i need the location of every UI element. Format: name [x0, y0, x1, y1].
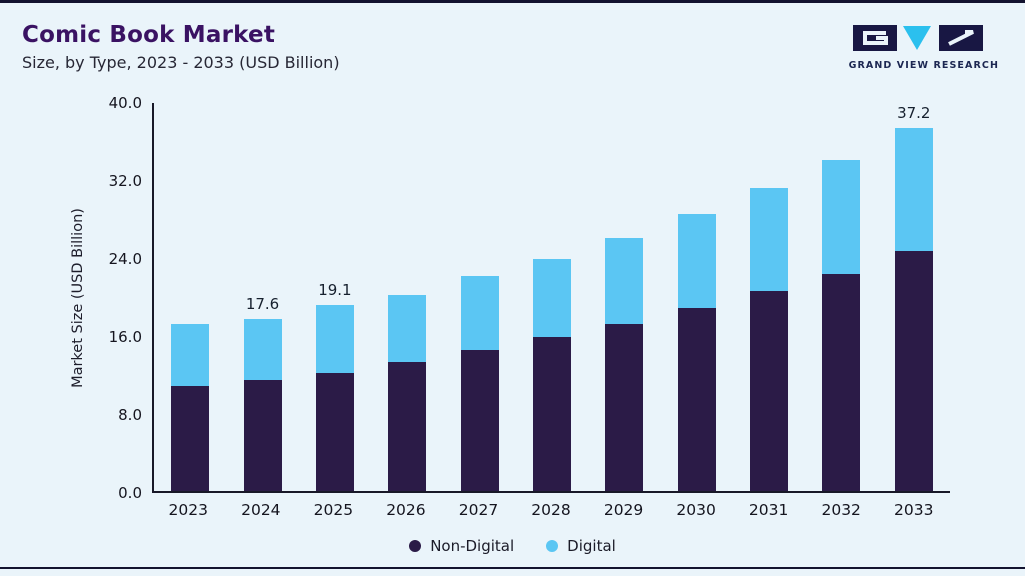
- digital-segment: [677, 214, 716, 308]
- chart-legend: Non-Digital Digital: [0, 537, 1025, 555]
- y-axis-ticks: 0.0 8.0 16.0 24.0 32.0 40.0: [0, 94, 142, 502]
- non-digital-segment: [532, 336, 571, 491]
- bar-group-2026: [371, 103, 443, 491]
- legend-item-non-digital: Non-Digital: [409, 537, 514, 555]
- digital-segment: [894, 128, 933, 252]
- x-tick-label: 2026: [386, 501, 426, 519]
- bar-group-2025: 19.1: [299, 103, 371, 491]
- bar-value-label: 17.6: [245, 295, 280, 314]
- digital-segment: [822, 159, 861, 274]
- x-tick-label: 2029: [603, 501, 644, 519]
- page-title: Comic Book Market: [22, 22, 276, 48]
- legend-dot-icon: [409, 540, 422, 552]
- bar-group-2023: [154, 103, 226, 491]
- bar-group-2027: [443, 103, 515, 491]
- stacked-bar: [460, 275, 499, 491]
- x-tick-label: 2032: [821, 501, 861, 519]
- y-tick-label: 8.0: [118, 406, 142, 424]
- digital-segment: [750, 187, 789, 292]
- non-digital-segment: [750, 291, 789, 491]
- non-digital-segment: [460, 349, 499, 491]
- legend-item-digital: Digital: [546, 537, 616, 555]
- stacked-bar: [605, 237, 644, 491]
- non-digital-segment: [605, 324, 644, 491]
- stacked-bar: [822, 159, 861, 491]
- digital-segment: [243, 319, 282, 380]
- x-axis-ticks: 2023 2024 2025 2026 2027 2028 2029 2030 2031 2032…: [152, 501, 950, 519]
- brand-logo: GRAND VIEW RESEARCH: [849, 24, 999, 71]
- chart-header: Comic Book Market Size, by Type, 2023 - …: [22, 22, 999, 72]
- stacked-bar: [894, 128, 933, 491]
- y-tick-label: 40.0: [108, 94, 142, 112]
- bar-group-2030: [661, 103, 733, 491]
- y-tick-label: 0.0: [118, 484, 142, 502]
- x-tick-label: 2025: [313, 501, 354, 519]
- x-tick-label: 2027: [458, 501, 499, 519]
- x-tick-label: 2030: [676, 501, 716, 519]
- digital-segment: [171, 324, 210, 386]
- non-digital-segment: [315, 373, 354, 491]
- digital-segment: [460, 275, 499, 350]
- bar-value-label: 19.1: [318, 280, 352, 299]
- x-tick-label: 2028: [531, 501, 571, 519]
- stacked-bar: [315, 304, 354, 491]
- x-tick-label: 2023: [168, 501, 208, 519]
- digital-segment: [532, 258, 571, 337]
- stacked-bar: [171, 324, 210, 491]
- title-block: Comic Book Market Size, by Type, 2023 - …: [22, 22, 340, 72]
- non-digital-segment: [243, 379, 282, 491]
- non-digital-segment: [677, 307, 716, 491]
- y-tick-label: 16.0: [108, 328, 142, 346]
- y-tick-label: 32.0: [108, 172, 142, 190]
- bar-group-2031: [733, 103, 805, 491]
- legend-dot-icon: [546, 540, 559, 552]
- non-digital-segment: [894, 251, 933, 491]
- grand-view-research-logo-icon: [852, 25, 983, 51]
- bar-group-2029: [588, 103, 660, 491]
- x-tick-label: 2024: [241, 501, 281, 519]
- digital-segment: [605, 237, 644, 325]
- stacked-bar: [532, 258, 571, 491]
- bar-group-2028: [516, 103, 588, 491]
- y-tick-label: 24.0: [108, 250, 142, 268]
- stacked-bar: [750, 187, 789, 491]
- page-subtitle: Size, by Type, 2023 - 2033 (USD Billion): [22, 53, 340, 72]
- stacked-bar: [677, 214, 716, 491]
- non-digital-segment: [822, 273, 861, 491]
- bottom-border-rule: [0, 567, 1025, 569]
- plot-area: 17.6 19.1 37.2: [152, 103, 950, 493]
- digital-segment: [315, 304, 354, 374]
- brand-logo-text: GRAND VIEW RESEARCH: [848, 60, 999, 71]
- x-tick-label: 2033: [894, 501, 934, 519]
- top-border-rule: [0, 0, 1025, 3]
- stacked-bar: [243, 319, 282, 491]
- bar-group-2033: 37.2: [878, 103, 950, 491]
- stacked-bar: [388, 295, 427, 491]
- bar-value-label: 37.2: [897, 104, 931, 123]
- legend-label: Digital: [567, 537, 616, 555]
- legend-label: Non-Digital: [430, 537, 515, 555]
- non-digital-segment: [171, 385, 210, 491]
- bar-group-2032: [805, 103, 877, 491]
- bar-group-2024: 17.6: [226, 103, 298, 491]
- digital-segment: [388, 295, 427, 363]
- non-digital-segment: [388, 362, 427, 491]
- x-tick-label: 2031: [748, 501, 789, 519]
